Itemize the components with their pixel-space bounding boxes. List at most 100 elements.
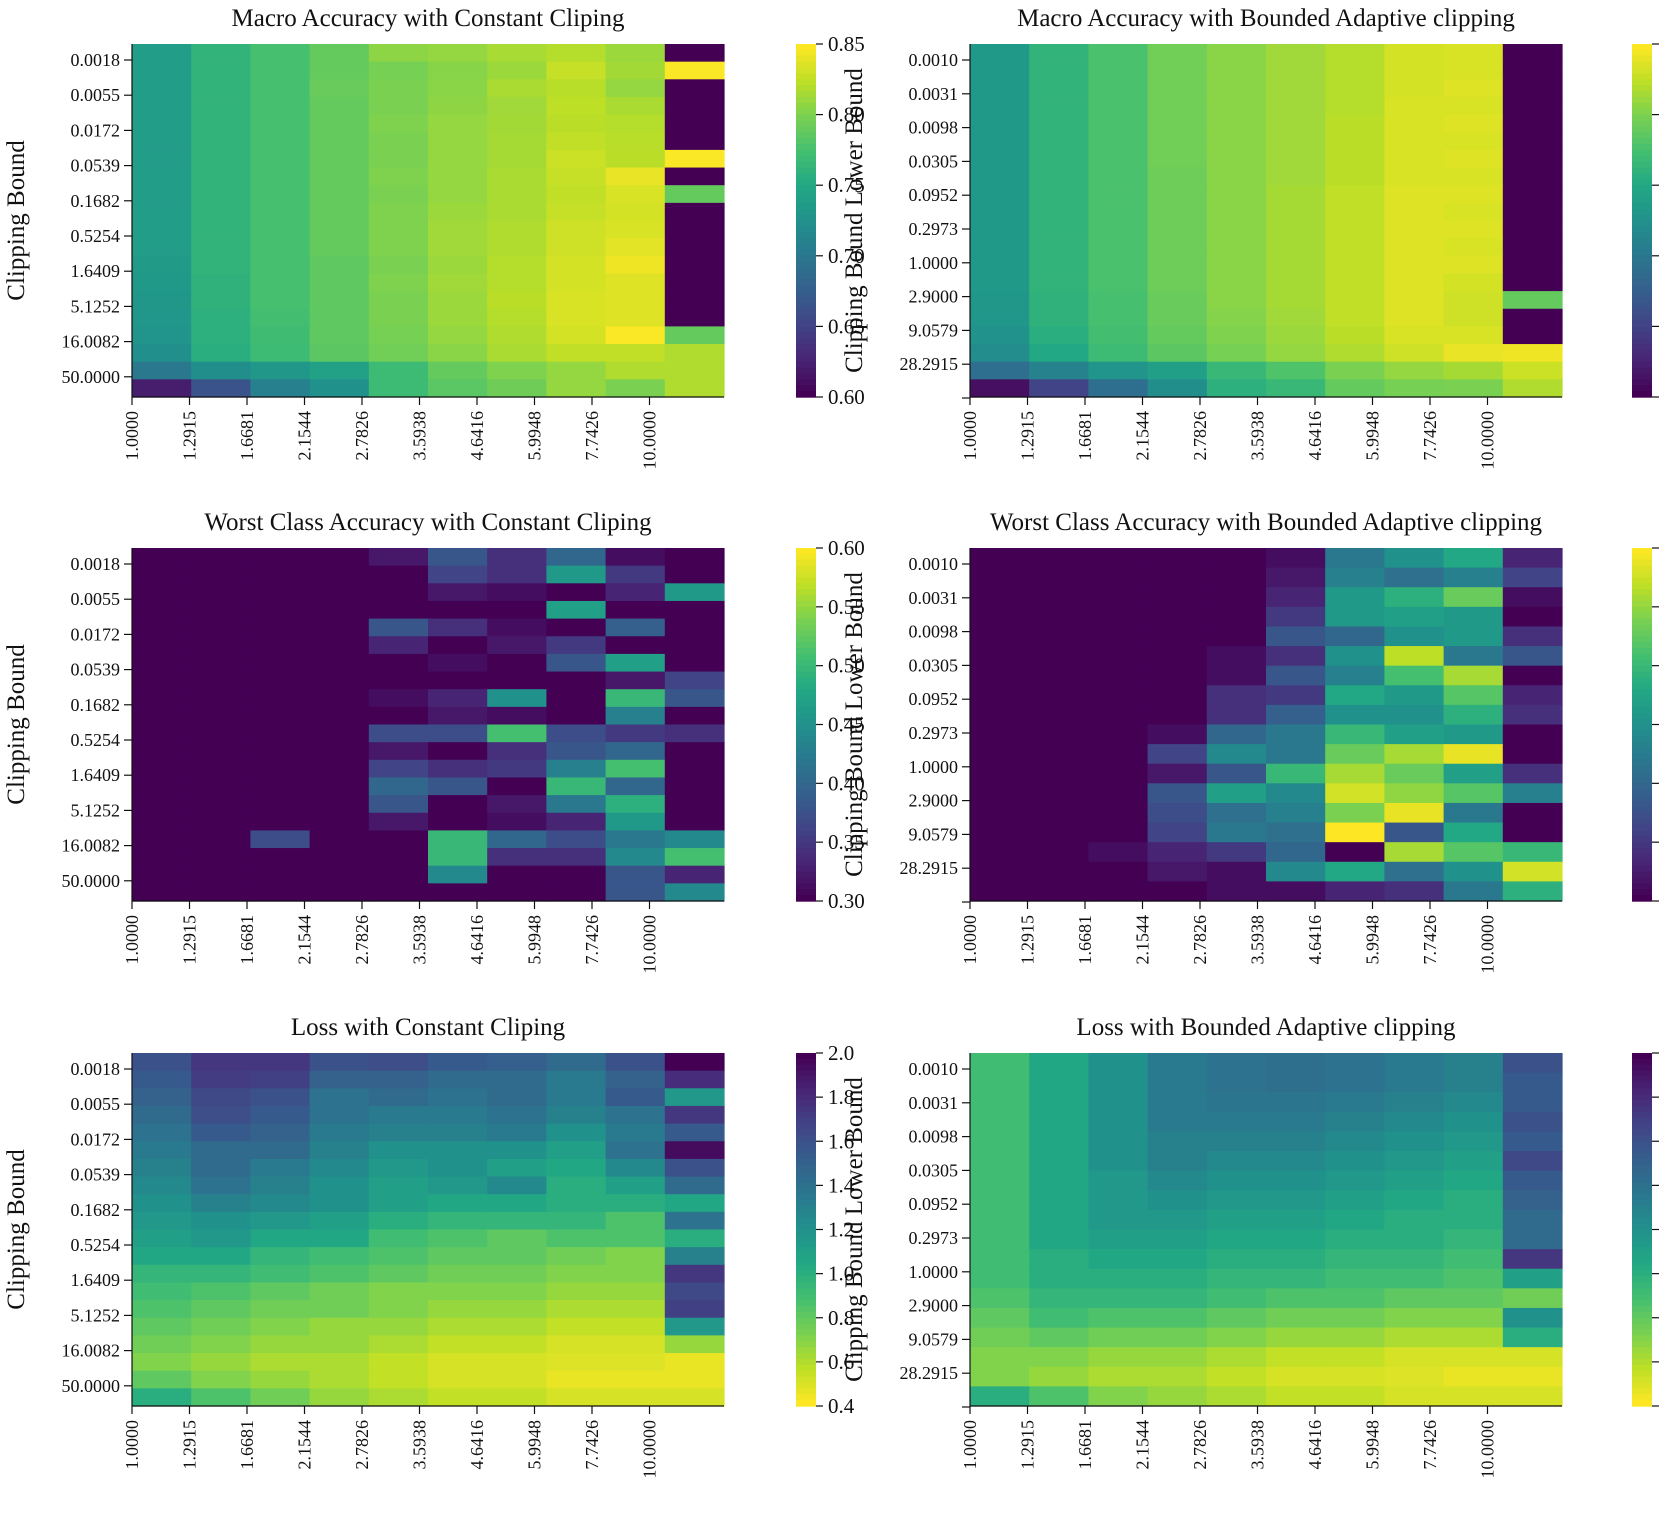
- colorbar-segment: [796, 1364, 816, 1372]
- heatmap-cell: [1325, 606, 1385, 628]
- heatmap-cell: [1502, 202, 1563, 222]
- colorbar: 0.600.650.700.750.800.85: [1632, 43, 1659, 398]
- colorbar-segment: [796, 1147, 816, 1154]
- heatmap-cell: [487, 44, 547, 63]
- heatmap-cell: [487, 273, 547, 292]
- heatmap-cell: [1325, 587, 1385, 608]
- heatmap-cell: [605, 1211, 666, 1231]
- colorbar-segment: [796, 1247, 816, 1254]
- heatmap-cell: [309, 132, 370, 151]
- colorbar-segment: [1632, 1300, 1652, 1307]
- colorbar-segment: [1632, 724, 1652, 732]
- heatmap-cell: [1147, 1366, 1208, 1387]
- colorbar-segment: [796, 571, 816, 579]
- colorbar-segment: [796, 1329, 816, 1337]
- heatmap-cell: [250, 1105, 311, 1125]
- y-axis-label: Clipping Bound: [3, 140, 30, 301]
- heatmap-cell: [1384, 238, 1445, 257]
- heatmap-cell: [664, 1070, 725, 1089]
- x-tick-label: 1.0000: [122, 411, 142, 461]
- heatmap-cell: [191, 96, 251, 116]
- heatmap-cell: [191, 79, 251, 98]
- heatmap-cell: [970, 326, 1030, 345]
- colorbar-segment: [796, 1170, 816, 1178]
- heatmap-cell: [132, 1158, 192, 1178]
- heatmap-cell: [487, 1247, 547, 1266]
- heatmap-cell: [1502, 842, 1563, 863]
- heatmap-cell: [368, 167, 429, 186]
- heatmap-cell: [1029, 881, 1089, 902]
- heatmap-cell: [250, 1300, 311, 1319]
- heatmap-cell: [1088, 1307, 1149, 1329]
- heatmap-cell: [1147, 132, 1208, 151]
- heatmap-cell: [1443, 1366, 1504, 1387]
- heatmap-cell: [250, 79, 311, 98]
- colorbar-segment: [1632, 138, 1652, 145]
- colorbar-segment: [1632, 571, 1652, 579]
- colorbar-segment: [1632, 202, 1652, 210]
- colorbar-segment: [796, 759, 816, 767]
- y-tick-label: 0.0031: [909, 84, 959, 104]
- heatmap-cell: [1029, 724, 1089, 745]
- heatmap-cell: [309, 759, 370, 779]
- heatmap-cell: [970, 44, 1030, 63]
- heatmap-cell: [428, 1141, 488, 1160]
- heatmap-cell: [546, 291, 607, 310]
- colorbar-segment: [1632, 1117, 1652, 1125]
- heatmap-cell: [1266, 1072, 1326, 1093]
- heatmap-cell: [1502, 626, 1563, 647]
- heatmap-cell: [250, 865, 311, 884]
- heatmap-cell: [1384, 44, 1445, 63]
- heatmap-cell: [1443, 1288, 1504, 1309]
- colorbar-segment: [796, 877, 816, 885]
- heatmap-cell: [1384, 1131, 1445, 1152]
- heatmap-cell: [191, 326, 251, 345]
- heatmap-cell: [970, 1327, 1030, 1348]
- colorbar-segment: [796, 1300, 816, 1307]
- heatmap-cell: [546, 344, 607, 363]
- heatmap-cell: [1206, 1366, 1267, 1387]
- heatmap-cell: [970, 255, 1030, 275]
- colorbar-segment: [796, 765, 816, 773]
- colorbar-segment: [1632, 824, 1652, 832]
- colorbar-segment: [796, 320, 816, 328]
- heatmap-cell: [1266, 61, 1326, 80]
- heatmap-cell: [1325, 861, 1385, 882]
- heatmap-cell: [309, 548, 370, 567]
- heatmap-cell: [191, 1300, 251, 1319]
- colorbar-segment: [1632, 765, 1652, 773]
- colorbar-segment: [796, 548, 816, 555]
- colorbar-segment: [1632, 871, 1652, 879]
- y-tick-label: 16.0082: [62, 332, 121, 352]
- y-tick-label: 9.0579: [909, 824, 959, 844]
- heatmap-cell: [664, 44, 725, 63]
- colorbar-segment: [796, 1141, 816, 1148]
- heatmap-cell: [309, 689, 370, 708]
- heatmap-cell: [664, 636, 725, 655]
- heatmap-cell: [605, 812, 666, 831]
- heatmap-cell: [1443, 802, 1504, 824]
- heatmap-cell: [1206, 1053, 1267, 1074]
- colorbar-segment: [796, 1253, 816, 1260]
- heatmap-cell: [132, 1053, 192, 1072]
- y-tick-label: 50.0000: [62, 1376, 121, 1396]
- heatmap-cell: [1206, 1151, 1267, 1172]
- heatmap-cell: [368, 61, 429, 80]
- colorbar-segment: [796, 191, 816, 198]
- heatmap-cell: [191, 308, 251, 327]
- heatmap-cell: [605, 777, 666, 796]
- heatmap-cell: [1502, 114, 1563, 133]
- heatmap-cell: [1266, 1249, 1326, 1270]
- heatmap-cell: [368, 583, 429, 602]
- heatmap-cell: [368, 848, 429, 867]
- heatmap-cell: [664, 149, 725, 169]
- colorbar-segment: [796, 255, 816, 263]
- heatmap-cell: [970, 308, 1030, 327]
- colorbar-segment: [796, 1258, 816, 1266]
- heatmap-cell: [1266, 185, 1326, 204]
- heatmap-cell: [250, 132, 311, 151]
- colorbar-segment: [796, 818, 816, 826]
- colorbar-segment: [1632, 1253, 1652, 1260]
- heatmap-cell: [309, 883, 370, 902]
- y-axis-label: Clipping Bound Lower Bound: [841, 1077, 868, 1382]
